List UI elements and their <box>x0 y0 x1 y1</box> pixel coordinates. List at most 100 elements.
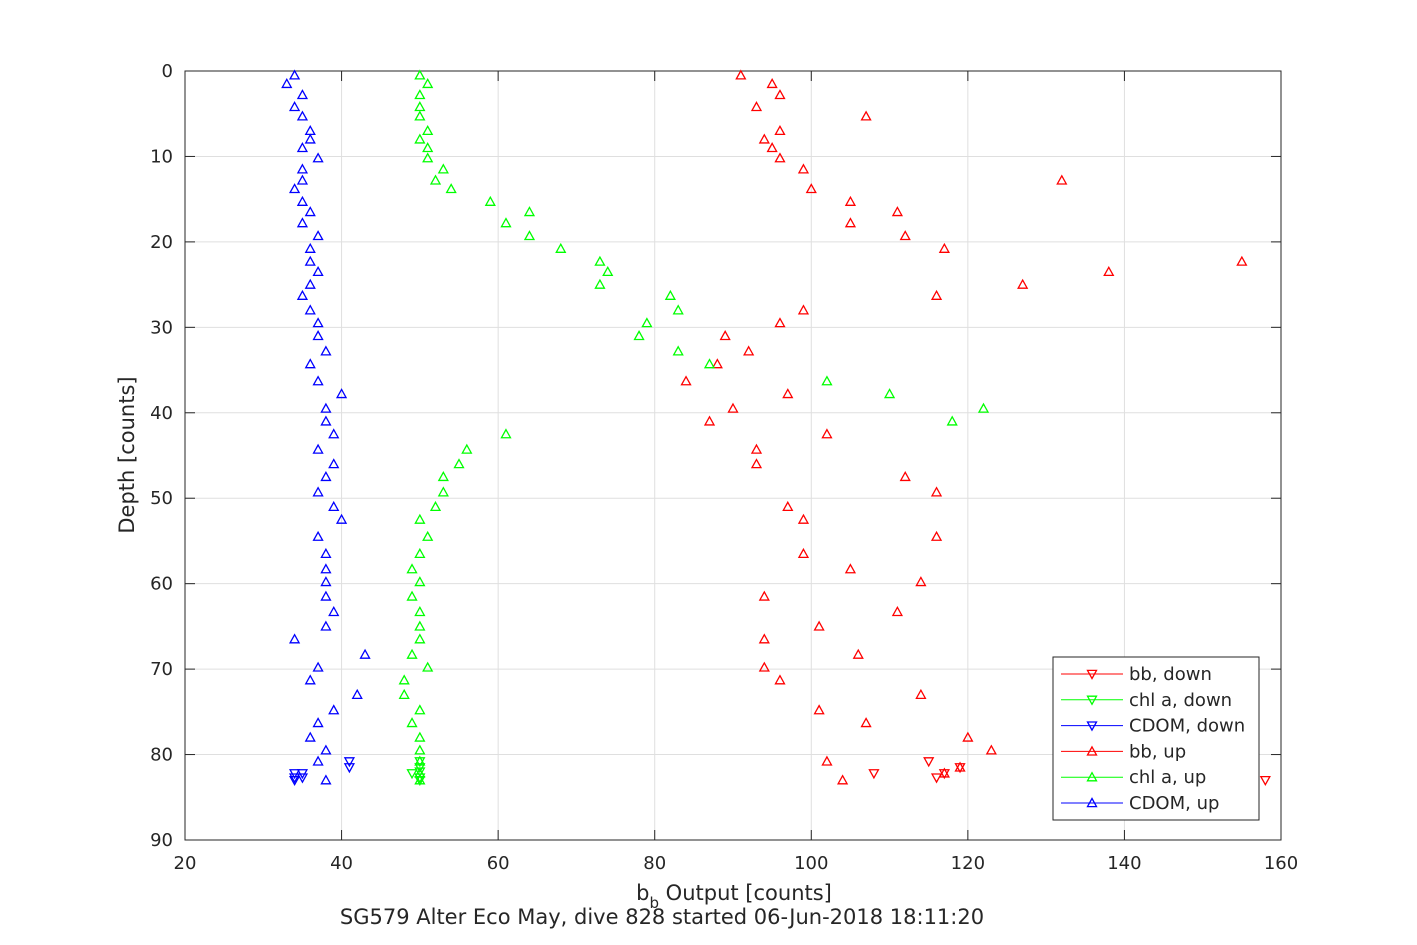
data-point <box>335 513 348 524</box>
legend-item-cdom-down: CDOM, down <box>1061 716 1245 737</box>
data-point <box>797 163 810 174</box>
data-point <box>962 731 974 742</box>
data-point <box>437 163 449 174</box>
data-point <box>320 744 332 755</box>
x-tick-label: 100 <box>794 853 828 874</box>
x-axis-label-subscript: b <box>649 894 659 912</box>
data-point <box>680 375 692 386</box>
data-point <box>296 142 309 153</box>
data-point <box>437 471 449 482</box>
legend-marker <box>1086 721 1098 732</box>
data-point <box>304 206 316 217</box>
data-point <box>594 255 606 266</box>
legend-item-cdom-up: CDOM, up <box>1061 793 1219 814</box>
data-point <box>320 402 332 413</box>
data-point <box>453 458 465 469</box>
chart-caption: SG579 Alter Eco May, dive 828 started 06… <box>340 905 984 929</box>
data-point <box>422 661 434 672</box>
data-point <box>938 242 950 253</box>
data-point <box>750 101 763 112</box>
x-tick-label: 160 <box>1264 853 1298 874</box>
data-point <box>555 242 567 253</box>
data-point <box>320 415 332 426</box>
data-point <box>312 230 324 241</box>
data-point <box>320 590 332 601</box>
data-point <box>414 606 426 617</box>
data-point <box>797 513 810 524</box>
series-cdom-up <box>281 69 371 785</box>
tick-labels: 20 40 60 80 100 120 140 160 0 10 20 30 40 50 60 70 80 90 <box>150 61 1298 874</box>
data-point <box>304 731 316 742</box>
data-point <box>414 633 426 644</box>
data-point <box>296 773 309 784</box>
data-point <box>844 217 857 228</box>
data-point <box>320 774 332 785</box>
data-point <box>938 767 950 778</box>
data-point <box>414 774 426 785</box>
data-point <box>774 89 786 100</box>
data-point <box>312 661 324 672</box>
data-point <box>868 769 880 780</box>
legend-marker <box>1086 797 1098 808</box>
data-point <box>805 183 817 194</box>
data-point <box>312 375 324 386</box>
data-point <box>304 358 316 369</box>
data-point <box>304 133 316 144</box>
axis-ticks <box>184 70 1282 841</box>
y-tick-label: 60 <box>150 574 173 595</box>
data-point <box>429 174 442 185</box>
data-point <box>398 688 410 699</box>
legend-label: bb, up <box>1129 741 1186 762</box>
data-point <box>774 124 786 136</box>
data-point <box>406 590 418 601</box>
y-tick-label: 0 <box>162 61 173 82</box>
data-point <box>296 195 309 206</box>
axes-box <box>184 70 1282 841</box>
data-point <box>406 717 418 728</box>
legend-label: bb, down <box>1129 664 1212 685</box>
data-point <box>398 674 410 685</box>
data-point <box>743 345 755 356</box>
data-point <box>672 345 684 356</box>
data-point <box>758 633 770 644</box>
data-point <box>899 230 911 241</box>
data-point <box>328 500 340 512</box>
data-point <box>500 217 512 228</box>
data-point <box>977 402 990 413</box>
data-point <box>328 458 340 469</box>
data-point <box>320 471 332 482</box>
data-point <box>328 704 340 715</box>
legend-box <box>1052 656 1260 821</box>
data-point <box>774 317 786 328</box>
legend-marker <box>1086 669 1098 680</box>
data-markers <box>281 69 1271 787</box>
data-point <box>523 206 536 217</box>
data-point <box>320 345 332 356</box>
data-point <box>304 255 316 266</box>
data-point <box>594 278 606 289</box>
data-point <box>797 547 810 559</box>
data-point <box>288 775 301 787</box>
data-point <box>437 486 449 497</box>
x-tick-label: 40 <box>330 853 353 874</box>
data-point <box>296 289 309 300</box>
data-point <box>288 101 301 112</box>
data-point <box>359 648 371 659</box>
data-point <box>414 576 426 587</box>
series-chl-a-up <box>398 69 990 785</box>
data-point <box>719 330 731 341</box>
data-point <box>304 278 316 289</box>
data-point <box>930 530 943 541</box>
data-point <box>523 230 536 241</box>
data-point <box>1017 278 1029 289</box>
data-point <box>891 206 904 217</box>
data-point <box>288 773 301 784</box>
data-point <box>852 648 864 659</box>
y-tick-label: 40 <box>150 403 173 424</box>
data-point <box>312 317 324 328</box>
y-tick-label: 50 <box>150 488 173 509</box>
y-tick-label: 20 <box>150 232 173 253</box>
data-point <box>422 77 434 89</box>
data-point <box>930 486 943 497</box>
data-point <box>281 77 293 89</box>
